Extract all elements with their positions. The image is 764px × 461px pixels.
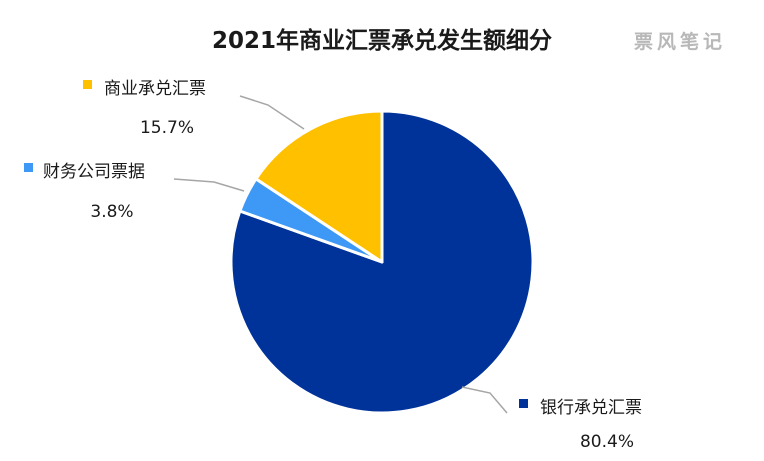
chart-title: 2021年商业汇票承兑发生额细分 [212, 27, 552, 54]
slice-name-2: 财务公司票据 [43, 162, 145, 182]
legend-marker-2 [24, 163, 33, 172]
pie-slices [229, 109, 535, 415]
slice-name-3: 商业承兑汇票 [104, 79, 206, 99]
leader-line-2 [173, 178, 245, 192]
legend-marker-3 [83, 80, 92, 89]
slice-percent-2: 3.8% [90, 202, 133, 222]
leader-line-3 [239, 95, 305, 130]
slice-percent-1: 80.4% [580, 432, 634, 452]
pie-slice-1 [229, 109, 535, 415]
slice-name-1: 银行承兑汇票 [540, 398, 642, 418]
leader-line-1 [461, 386, 508, 414]
slice-percent-3: 15.7% [140, 118, 194, 138]
pie-labels: 银行承兑汇票 80.4% 财务公司票据 3.8% 商业承兑汇票 15.7% [24, 79, 642, 452]
watermark-text: 票风笔记 [634, 30, 726, 53]
pie-slice-3 [254, 109, 384, 264]
legend-marker-1 [519, 399, 528, 408]
